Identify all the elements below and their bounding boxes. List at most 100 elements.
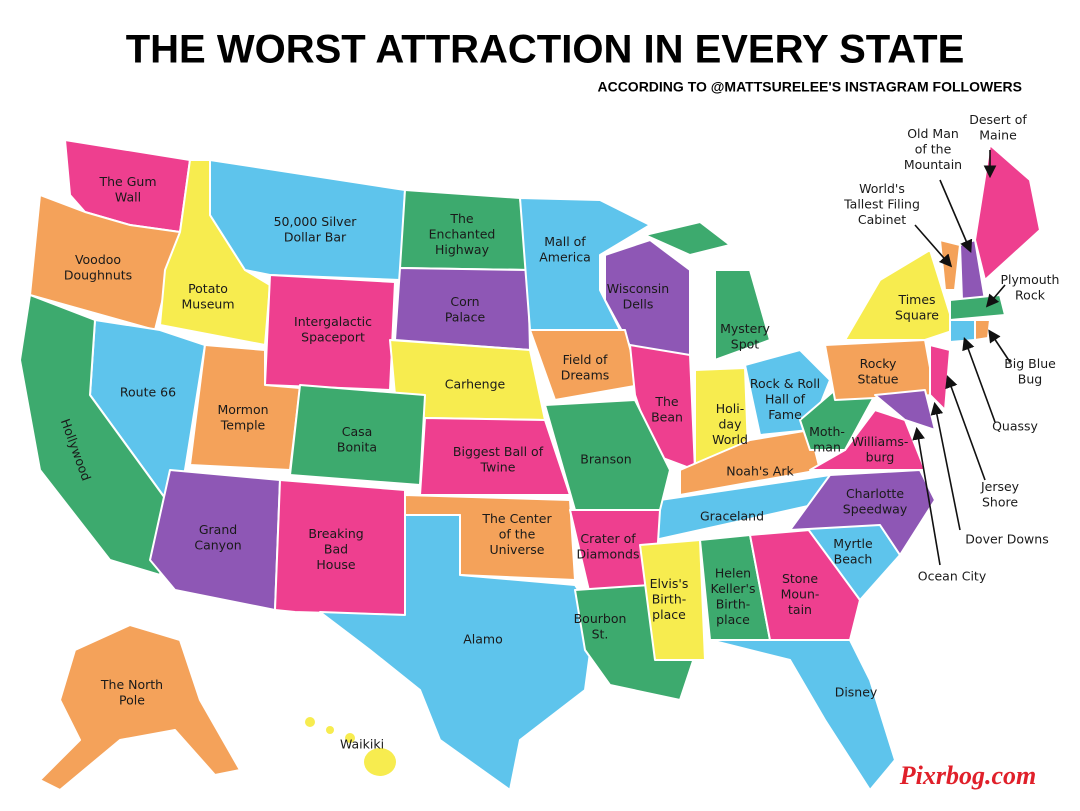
attraction-label: Breaking bbox=[308, 526, 363, 541]
attraction-label: The North bbox=[100, 677, 163, 692]
attraction-label: Canyon bbox=[194, 537, 241, 552]
attraction-label: Disney bbox=[835, 685, 878, 700]
states bbox=[19, 139, 1041, 791]
attraction-label: Williams- bbox=[852, 434, 909, 449]
attraction-label: Carhenge bbox=[445, 377, 506, 392]
state bbox=[799, 389, 876, 451]
attraction-label: St. bbox=[592, 626, 609, 641]
attraction-label: The bbox=[654, 394, 679, 409]
attraction-label: Mountain bbox=[904, 157, 962, 172]
attraction-label: Bug bbox=[1018, 371, 1042, 386]
attraction-label: Moun- bbox=[781, 587, 820, 602]
attraction-label: place bbox=[652, 607, 686, 622]
attraction-label: burg bbox=[866, 449, 895, 464]
attraction-label: Desert of bbox=[969, 112, 1027, 127]
attraction-label: Mall of bbox=[544, 234, 586, 249]
attraction-label: Big Blue bbox=[1004, 356, 1056, 371]
attraction-label: Wall bbox=[115, 189, 141, 204]
attraction-label: Biggest Ball of bbox=[453, 444, 544, 459]
attraction-label: Grand bbox=[199, 522, 237, 537]
attraction-label: Potato bbox=[188, 281, 228, 296]
attraction-label: Times bbox=[897, 292, 935, 307]
watermark: Pixrbog.com bbox=[899, 761, 1037, 790]
attraction-label: Pole bbox=[119, 692, 145, 707]
state bbox=[749, 529, 861, 641]
state bbox=[974, 319, 991, 341]
attraction-label: Palace bbox=[445, 309, 486, 324]
state bbox=[644, 221, 731, 256]
attraction-label: Bad bbox=[324, 542, 348, 557]
attraction-label: Bonita bbox=[337, 439, 377, 454]
attraction-label: Birth- bbox=[652, 592, 687, 607]
attraction-label: Spot bbox=[731, 336, 760, 351]
attraction-label: The Center bbox=[481, 511, 552, 526]
attraction-label: Route 66 bbox=[120, 385, 176, 400]
attraction-label: Alamo bbox=[463, 632, 503, 647]
state bbox=[929, 344, 951, 411]
attraction-label: Wisconsin bbox=[607, 281, 669, 296]
leader-lines bbox=[912, 150, 1011, 566]
attraction-label: Rocky bbox=[860, 356, 897, 371]
attraction-label: Elvis's bbox=[650, 576, 689, 591]
attraction-label: Bean bbox=[651, 409, 683, 424]
attraction-label: Temple bbox=[220, 417, 266, 432]
state bbox=[39, 624, 241, 791]
attraction-label: World bbox=[712, 432, 748, 447]
attraction-label: Corn bbox=[450, 294, 479, 309]
state bbox=[874, 389, 936, 431]
state bbox=[149, 469, 281, 611]
state bbox=[639, 539, 706, 661]
attraction-label: Maine bbox=[979, 127, 1017, 142]
state bbox=[949, 294, 1006, 321]
attraction-label: Square bbox=[895, 307, 939, 322]
attraction-label: Mormon bbox=[217, 402, 268, 417]
attraction-label: Crater of bbox=[580, 531, 636, 546]
attraction-label: Birth- bbox=[716, 596, 751, 611]
attraction-label: Rock bbox=[1015, 287, 1046, 302]
attraction-label: Doughnuts bbox=[64, 267, 132, 282]
title: THE WORST ATTRACTION IN EVERY STATE bbox=[126, 28, 965, 72]
attraction-label: Casa bbox=[342, 424, 373, 439]
attraction-label: Field of bbox=[563, 352, 608, 367]
attraction-label: Plymouth bbox=[1001, 272, 1060, 287]
attraction-label: day bbox=[719, 417, 743, 432]
attraction-label: Museum bbox=[181, 296, 234, 311]
attraction-label: Intergalactic bbox=[294, 314, 372, 329]
attraction-label: Enchanted bbox=[429, 227, 496, 242]
attraction-label: Voodoo bbox=[75, 252, 121, 267]
attraction-label: Graceland bbox=[700, 509, 764, 524]
attraction-label: Helen bbox=[715, 565, 751, 580]
attraction-label: man bbox=[813, 439, 841, 454]
attraction-label: Myrtle bbox=[833, 536, 873, 551]
attraction-label: tain bbox=[788, 602, 812, 617]
hawaii bbox=[305, 717, 396, 776]
attraction-label: Shore bbox=[982, 494, 1018, 509]
attraction-label: Spaceport bbox=[301, 329, 365, 344]
attraction-label: Jersey bbox=[980, 479, 1020, 494]
state bbox=[544, 399, 671, 511]
state bbox=[714, 269, 771, 361]
state bbox=[709, 639, 896, 791]
state bbox=[809, 409, 926, 471]
attraction-label: Waikiki bbox=[340, 737, 384, 752]
attraction-label: Mystery bbox=[720, 321, 770, 336]
attraction-label: Noah's Ark bbox=[726, 464, 794, 479]
attraction-label: Dollar Bar bbox=[284, 229, 347, 244]
attraction-label: Dreams bbox=[561, 367, 610, 382]
attraction-label: Cabinet bbox=[858, 212, 906, 227]
attraction-label: World's bbox=[859, 181, 905, 196]
state bbox=[844, 249, 956, 341]
state bbox=[974, 144, 1041, 281]
attraction-label: Dover Downs bbox=[965, 532, 1048, 547]
attraction-label: The bbox=[449, 211, 474, 226]
attraction-label: Holi- bbox=[716, 401, 745, 416]
attraction-label: Universe bbox=[490, 542, 545, 557]
state bbox=[19, 294, 171, 576]
attraction-label: of the bbox=[499, 527, 536, 542]
attraction-label: Keller's bbox=[711, 581, 756, 596]
attraction-label: Fame bbox=[768, 407, 802, 422]
attraction-label: Rock & Roll bbox=[750, 376, 820, 391]
attraction-label: Twine bbox=[480, 459, 516, 474]
